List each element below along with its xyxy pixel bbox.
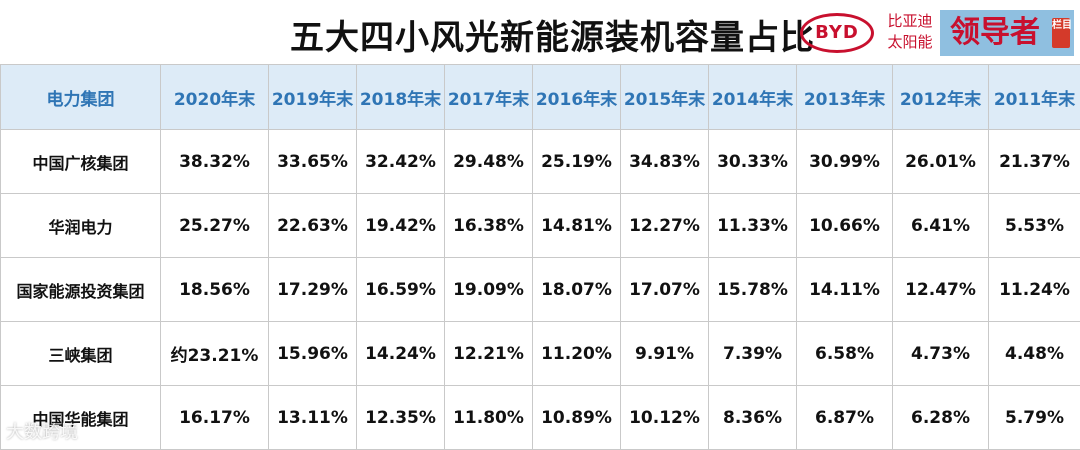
column-header-year: 2015年末 [621,65,709,130]
share-value-cell: 14.81% [533,194,621,258]
column-header-year: 2018年末 [357,65,445,130]
share-value-cell: 12.47% [893,258,989,322]
share-value-cell: 18.56% [161,258,269,322]
share-value-cell: 16.17% [161,386,269,450]
column-header-year: 2016年末 [533,65,621,130]
column-header-group: 电力集团 [1,65,161,130]
leader-banner: 领导者 栏目 [940,10,1074,56]
share-value-cell: 22.63% [269,194,357,258]
share-value-cell: 10.12% [621,386,709,450]
share-value-cell: 25.27% [161,194,269,258]
share-value-cell: 约23.21% [161,322,269,386]
share-value-cell: 11.80% [445,386,533,450]
brand-line-1: 比亚迪 [882,11,938,32]
column-header-year: 2013年末 [797,65,893,130]
brand-line-2: 太阳能 [882,32,938,53]
share-value-cell: 29.48% [445,130,533,194]
column-header-year: 2019年末 [269,65,357,130]
share-value-cell: 4.48% [989,322,1080,386]
group-name-cell: 中国广核集团 [1,130,161,194]
share-value-cell: 30.99% [797,130,893,194]
group-name-cell: 华润电力 [1,194,161,258]
brand-text: 比亚迪 太阳能 [882,11,938,53]
share-value-cell: 7.39% [709,322,797,386]
column-header-year: 2014年末 [709,65,797,130]
share-value-cell: 30.33% [709,130,797,194]
share-value-cell: 9.91% [621,322,709,386]
share-value-cell: 5.79% [989,386,1080,450]
share-value-cell: 17.29% [269,258,357,322]
leader-stamp: 栏目 [1052,18,1070,48]
share-value-cell: 12.21% [445,322,533,386]
share-value-cell: 13.11% [269,386,357,450]
share-value-cell: 6.41% [893,194,989,258]
watermark-text: 大数跨境 [6,418,78,444]
share-value-cell: 19.42% [357,194,445,258]
table-row: 三峡集团约23.21%15.96%14.24%12.21%11.20%9.91%… [1,322,1080,386]
share-value-cell: 34.83% [621,130,709,194]
column-header-year: 2012年末 [893,65,989,130]
title-bar: 五大四小风光新能源装机容量占比 BYD 比亚迪 太阳能 领导者 栏目 [0,0,1080,64]
column-header-year: 2017年末 [445,65,533,130]
share-value-cell: 6.28% [893,386,989,450]
share-value-cell: 10.89% [533,386,621,450]
share-value-cell: 15.96% [269,322,357,386]
share-value-cell: 5.53% [989,194,1080,258]
share-value-cell: 11.20% [533,322,621,386]
share-value-cell: 21.37% [989,130,1080,194]
share-value-cell: 32.42% [357,130,445,194]
share-value-cell: 25.19% [533,130,621,194]
share-value-cell: 19.09% [445,258,533,322]
share-value-cell: 12.27% [621,194,709,258]
share-value-cell: 26.01% [893,130,989,194]
share-value-cell: 16.59% [357,258,445,322]
leader-text: 领导者 [950,15,1040,50]
share-value-cell: 38.32% [161,130,269,194]
share-value-cell: 10.66% [797,194,893,258]
share-value-cell: 33.65% [269,130,357,194]
share-value-cell: 11.33% [709,194,797,258]
group-name-cell: 国家能源投资集团 [1,258,161,322]
share-value-cell: 6.87% [797,386,893,450]
chart-title: 五大四小风光新能源装机容量占比 [290,10,815,59]
column-header-year: 2011年末 [989,65,1080,130]
byd-logo: BYD [800,13,874,53]
share-value-cell: 11.24% [989,258,1080,322]
column-header-year: 2020年末 [161,65,269,130]
share-value-cell: 4.73% [893,322,989,386]
share-value-cell: 16.38% [445,194,533,258]
share-value-cell: 8.36% [709,386,797,450]
group-name-cell: 三峡集团 [1,322,161,386]
share-value-cell: 14.11% [797,258,893,322]
share-value-cell: 12.35% [357,386,445,450]
share-value-cell: 17.07% [621,258,709,322]
share-value-cell: 6.58% [797,322,893,386]
share-value-cell: 14.24% [357,322,445,386]
share-value-cell: 18.07% [533,258,621,322]
share-value-cell: 15.78% [709,258,797,322]
